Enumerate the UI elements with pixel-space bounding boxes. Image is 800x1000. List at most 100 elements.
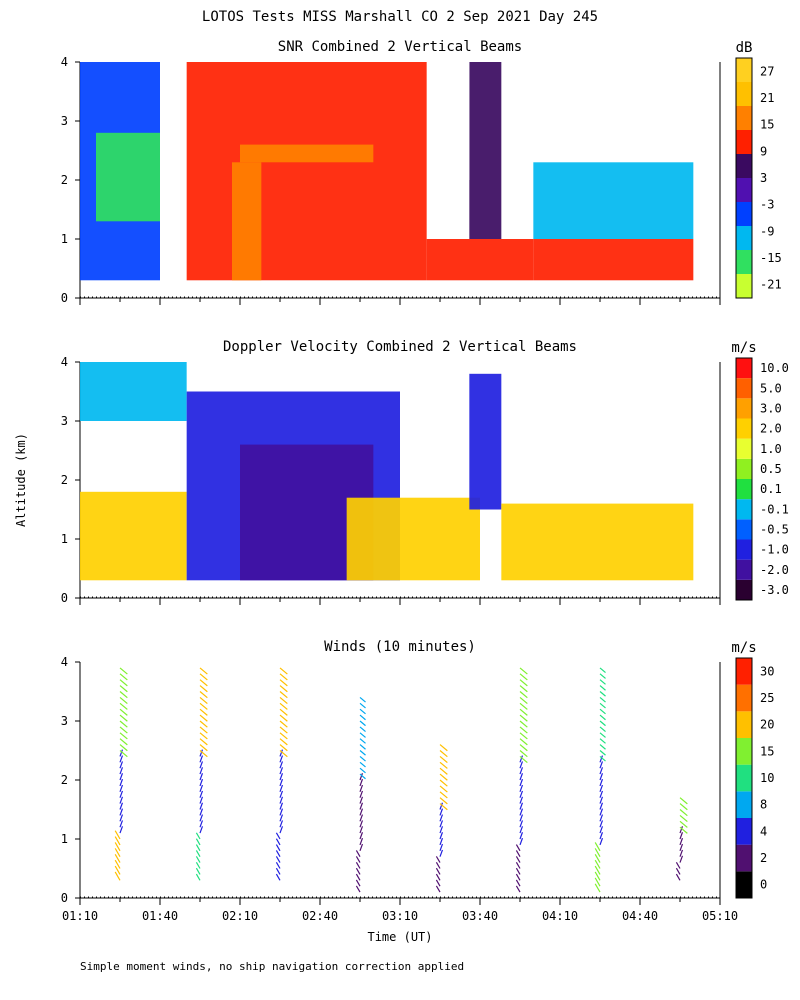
colorbar-segment (736, 579, 752, 600)
wind-barb (199, 784, 204, 793)
y-tick-label: 2 (61, 473, 68, 487)
wind-barb (599, 784, 604, 793)
wind-barb (519, 750, 528, 758)
wind-barb (199, 755, 204, 763)
colorbar-segment (736, 398, 752, 419)
wind-barb (199, 808, 204, 816)
wind-barb (519, 738, 528, 746)
wind-barb (119, 802, 124, 810)
wind-barb (519, 755, 524, 763)
wind-barb (279, 750, 288, 758)
wind-barb (515, 873, 521, 881)
colorbar-segment (736, 539, 752, 560)
panel-title: SNR Combined 2 Vertical Beams (278, 39, 522, 55)
heatmap-cell (453, 62, 470, 180)
wind-barb (359, 808, 364, 816)
doppler-panel: Doppler Velocity Combined 2 Vertical Bea… (61, 339, 789, 605)
wind-barb (594, 877, 601, 887)
colorbar-segment (736, 519, 752, 540)
wind-barb (599, 679, 606, 685)
heatmap-cell (469, 373, 502, 510)
wind-barb (359, 826, 364, 834)
wind-barb (279, 691, 288, 699)
wind-barb (359, 843, 364, 852)
wind-barb (195, 850, 201, 858)
wind-barb (439, 750, 448, 758)
wind-barb (519, 808, 524, 816)
panel-title: Winds (10 minutes) (324, 639, 476, 655)
wind-barb (599, 691, 606, 697)
wind-barb (275, 856, 281, 863)
wind-barb (439, 779, 448, 787)
wind-barb (679, 849, 684, 857)
wind-barb (199, 744, 208, 752)
colorbar-label: 27 (760, 64, 774, 78)
colorbar-units: m/s (731, 640, 756, 656)
colorbar-label: 10.0 (760, 361, 789, 375)
wind-barb (679, 843, 684, 852)
y-tick-label: 4 (61, 655, 68, 669)
wind-barb (599, 778, 604, 787)
wind-barb (199, 732, 208, 740)
heatmap-cell (80, 362, 187, 421)
y-tick-label: 1 (61, 532, 68, 546)
wind-barb (439, 843, 444, 852)
wind-barb (519, 767, 524, 775)
colorbar-segment (736, 274, 752, 298)
wind-barb (675, 861, 681, 869)
wind-barb (599, 708, 606, 715)
wind-barb (119, 702, 128, 710)
wind-barb (599, 802, 604, 810)
colorbar-segment (736, 82, 752, 106)
wind-barb (519, 685, 528, 693)
wind-barb (359, 784, 364, 793)
wind-barb (519, 708, 528, 716)
wind-barb (599, 755, 604, 763)
wind-barb (435, 856, 441, 863)
wind-barb (119, 755, 124, 763)
colorbar-segment (736, 871, 752, 898)
wind-barb (599, 790, 604, 798)
colorbar-segment (736, 202, 752, 226)
wind-barb (599, 702, 606, 709)
colorbar-label: 0 (760, 878, 767, 892)
colorbar-segment (736, 438, 752, 459)
wind-barb (599, 761, 604, 769)
wind-barb (679, 797, 688, 805)
y-tick-label: 0 (61, 591, 68, 605)
colorbar-segment (736, 499, 752, 520)
wind-barb (599, 673, 606, 679)
colorbar-segment (736, 154, 752, 178)
colorbar-segment (736, 226, 752, 250)
wind-barb (199, 714, 208, 722)
wind-barb (279, 767, 284, 775)
colorbar-segment (736, 358, 752, 379)
x-tick-label: 02:10 (222, 909, 258, 923)
x-tick-label: 03:40 (462, 909, 498, 923)
heatmap-cell (232, 162, 262, 281)
winds-panel: Winds (10 minutes) 0 1 2 3 4 0 2 4 8 10 15 20 25 30 m/s… (61, 639, 775, 923)
wind-barb (515, 850, 521, 858)
colorbar-frame (735, 57, 753, 299)
wind-barb (199, 726, 208, 734)
wind-barb (599, 796, 604, 804)
colorbar-segment (736, 684, 752, 712)
wind-barb (679, 814, 688, 823)
colorbar-label: 21 (760, 91, 774, 105)
wind-barb (275, 844, 281, 852)
colorbar-label: -15 (760, 251, 782, 265)
wind-barb (279, 720, 288, 728)
wind-barb (439, 755, 448, 764)
wind-barb (119, 773, 124, 781)
wind-barb (439, 820, 444, 828)
wind-barb (435, 867, 441, 875)
wind-barb (114, 848, 121, 858)
wind-barb (359, 820, 364, 828)
wind-barb (599, 714, 606, 721)
wind-barb (519, 820, 524, 828)
wind-barb (435, 873, 441, 881)
wind-barb (279, 673, 288, 681)
colorbar-units: dB (736, 40, 753, 56)
x-tick-label: 01:10 (62, 909, 98, 923)
wind-barb (114, 871, 121, 881)
